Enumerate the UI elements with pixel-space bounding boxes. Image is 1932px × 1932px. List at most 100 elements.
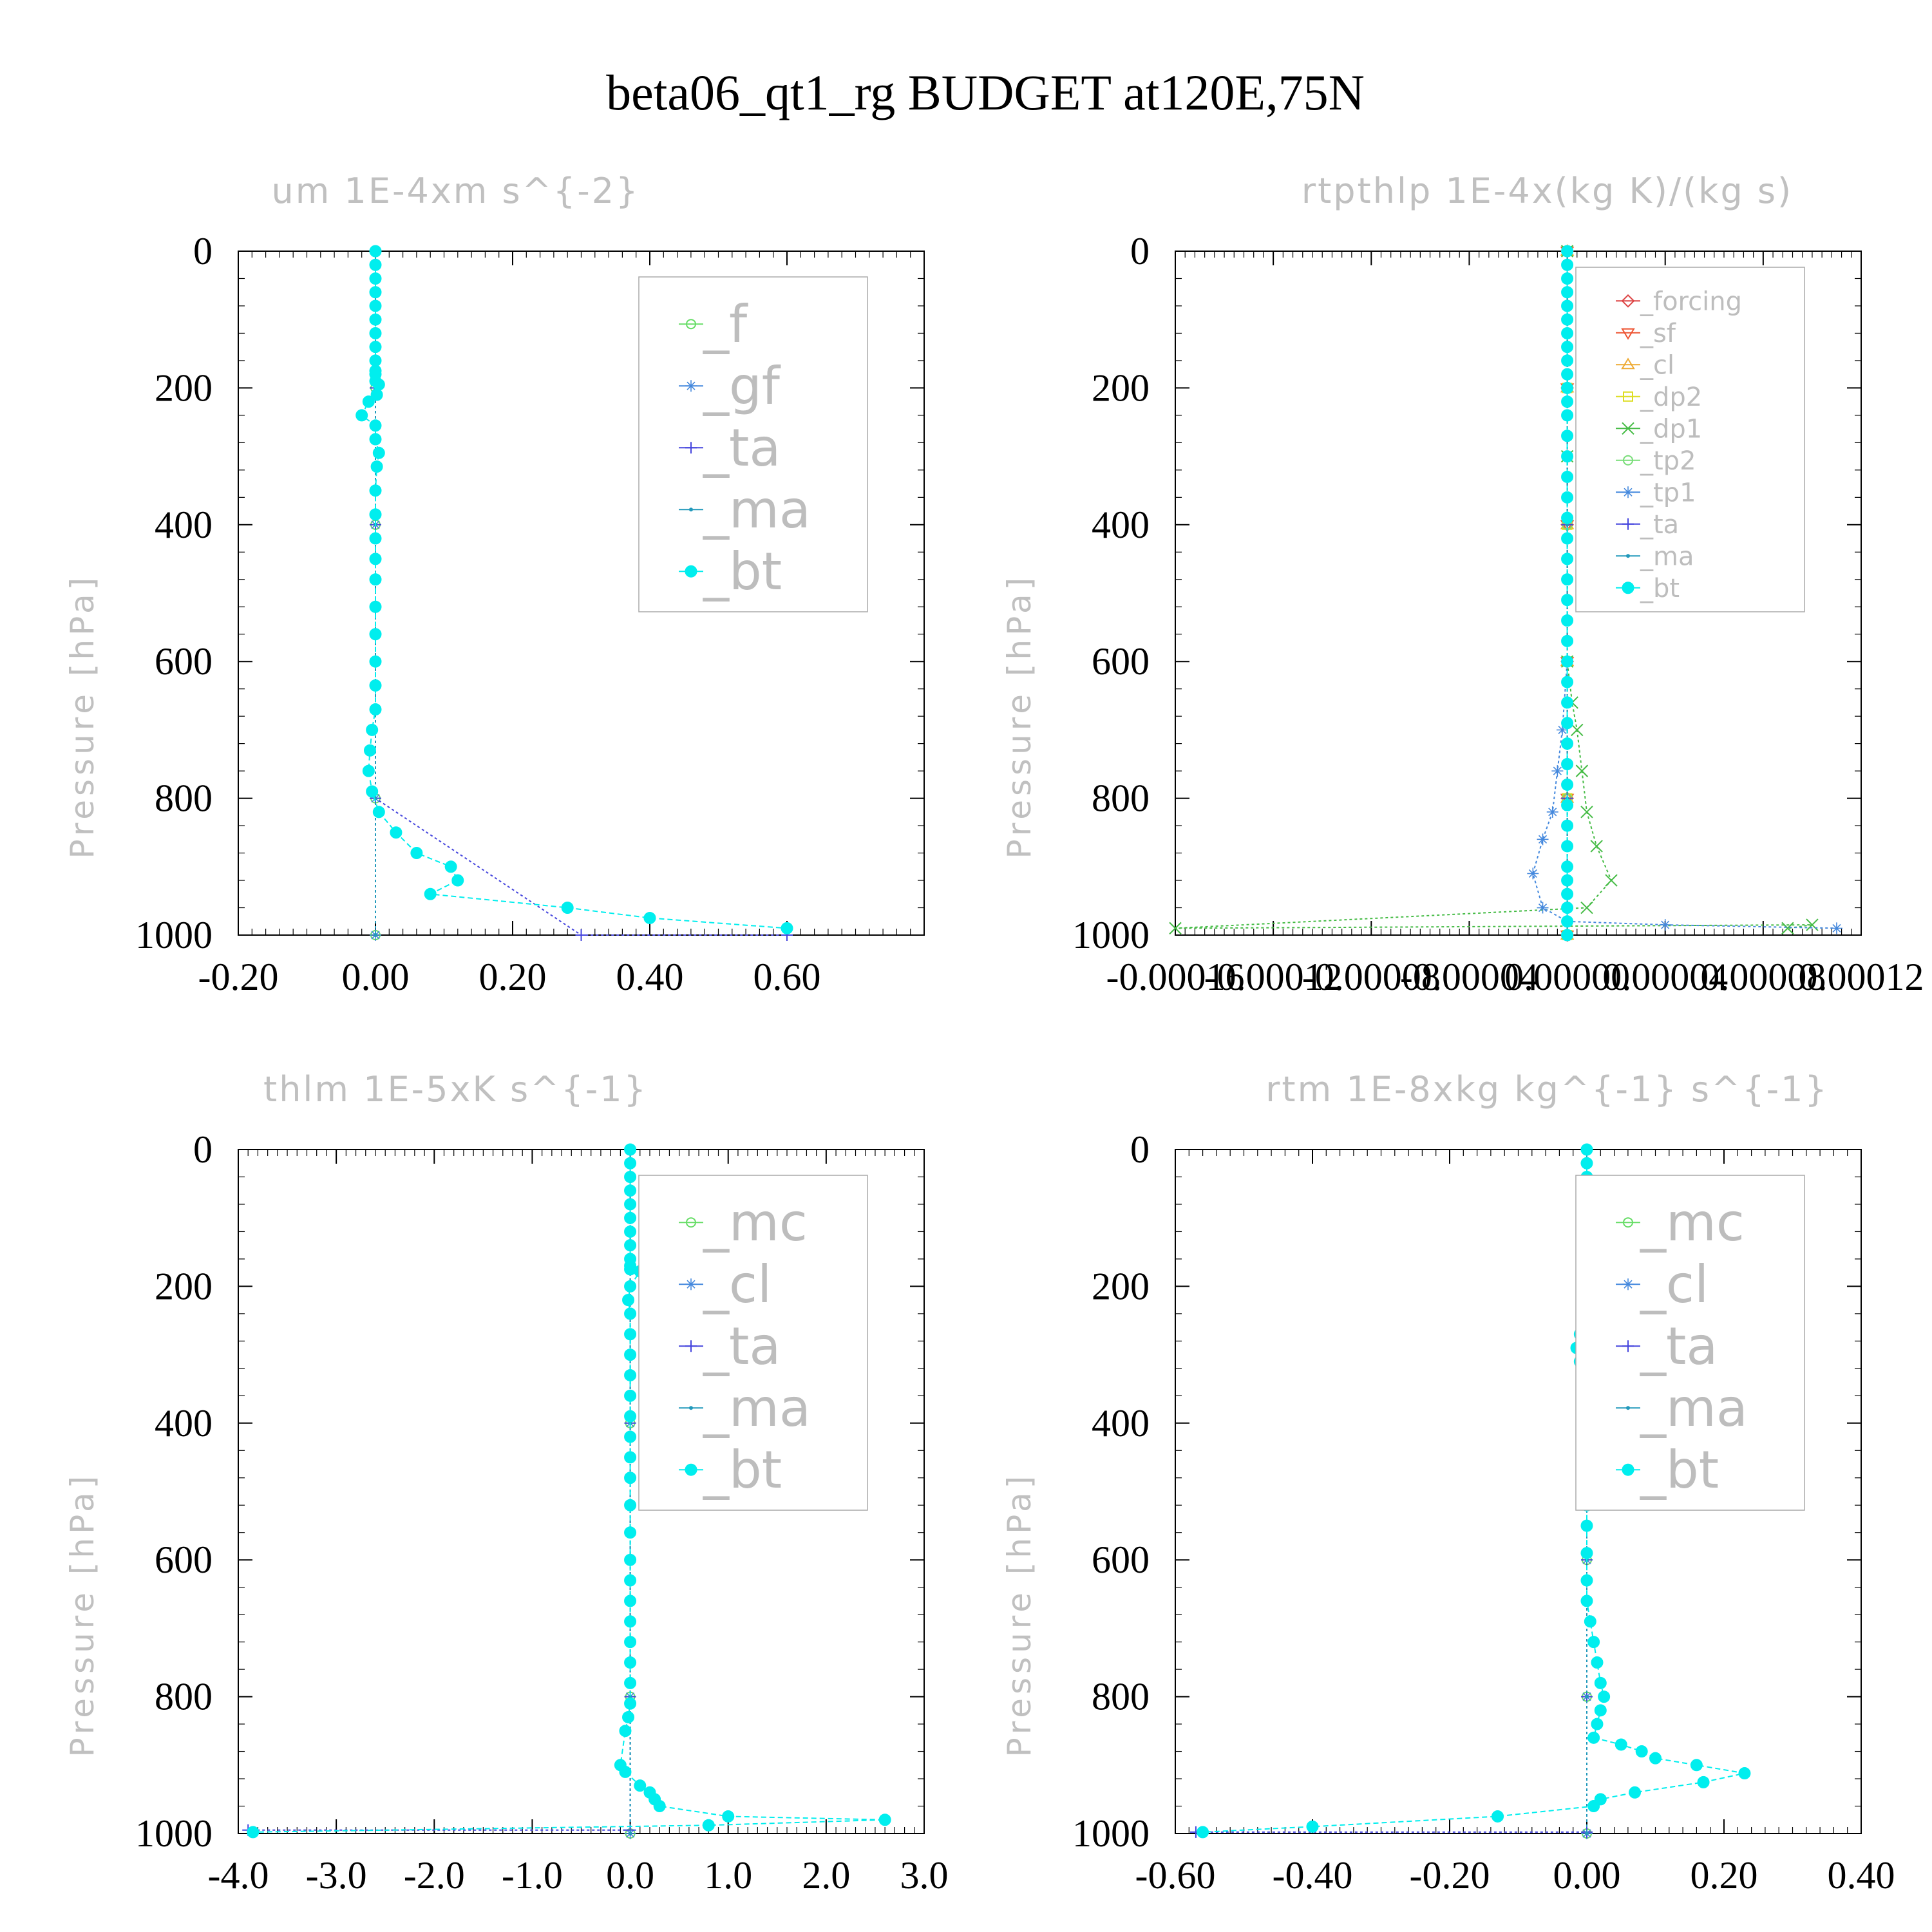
- panel-1: um 1E-4xm s^{-2} Pressure [hPa] -0.20 0.00 0…: [64, 171, 925, 998]
- legend-label: _sf: [1640, 319, 1676, 348]
- legend-label: _ma: [703, 480, 811, 540]
- y-tick-label: 800: [155, 777, 213, 820]
- x-tick-label: -0.00004: [1400, 956, 1539, 998]
- data-point: [1580, 806, 1593, 819]
- data-point: [369, 313, 382, 326]
- x-tick-label: -0.40: [1273, 1854, 1353, 1897]
- data-point: [1561, 778, 1574, 791]
- data-point: [1587, 1636, 1600, 1649]
- x-tick-label: -0.20: [198, 956, 279, 998]
- data-point: [1561, 313, 1574, 326]
- data-point: [878, 1814, 891, 1826]
- panel-title: um 1E-4xm s^{-2}: [272, 171, 640, 211]
- legend-box: [638, 1175, 868, 1511]
- data-point: [370, 388, 383, 401]
- data-point: [1598, 1690, 1611, 1703]
- panel-title: rtm 1E-8xkg kg^{-1} s^{-1}: [1265, 1069, 1829, 1110]
- data-point: [1585, 1694, 1589, 1699]
- data-point: [362, 764, 375, 777]
- data-point: [1580, 1519, 1593, 1532]
- data-point: [624, 1430, 637, 1443]
- data-point: [1561, 929, 1574, 942]
- y-tick-label: 800: [155, 1676, 213, 1718]
- data-point: [362, 395, 375, 408]
- data-point: [1561, 594, 1574, 607]
- data-point: [374, 933, 377, 937]
- legend-box: [1575, 267, 1805, 612]
- data-point: [624, 1526, 637, 1539]
- x-tick-label: 0.60: [753, 956, 821, 998]
- legend-marker: [1622, 1463, 1634, 1476]
- legend: _forcing _sf_cl _dp2_dp1_tp2_tp1 _ta_ma _bt: [1575, 267, 1805, 612]
- data-point: [1561, 491, 1574, 504]
- panel-4: rtm 1E-8xkg kg^{-1} s^{-1} Pressure [hPa]…: [1001, 1069, 1895, 1897]
- data-point: [1561, 614, 1574, 627]
- data-point: [1590, 840, 1603, 853]
- legend-marker: [1622, 422, 1634, 435]
- data-point: [624, 1553, 637, 1566]
- y-tick-label: 600: [1092, 1539, 1150, 1581]
- legend-label: _mc: [703, 1193, 808, 1253]
- data-point: [624, 1211, 637, 1224]
- data-point: [1585, 1832, 1589, 1835]
- data-point: [624, 1656, 637, 1669]
- data-point: [634, 1779, 647, 1792]
- data-point: [1561, 272, 1574, 285]
- data-point: [1584, 1615, 1596, 1628]
- data-point: [1781, 922, 1794, 935]
- x-tick-label: -0.60: [1135, 1854, 1216, 1897]
- data-point: [643, 911, 656, 924]
- data-point: [1561, 676, 1574, 688]
- data-point: [369, 433, 382, 446]
- legend-label: _bt: [1640, 1440, 1719, 1500]
- data-point: [653, 1800, 666, 1813]
- legend-box: [1575, 1175, 1805, 1511]
- data-point: [624, 1676, 637, 1689]
- data-point: [624, 1225, 637, 1238]
- data-point: [1629, 1786, 1642, 1799]
- data-point: [1561, 532, 1574, 545]
- data-point: [369, 245, 382, 258]
- data-point: [1561, 299, 1574, 312]
- data-point: [781, 922, 793, 934]
- data-point: [1649, 1752, 1662, 1765]
- x-tick-label: 2.0: [802, 1854, 850, 1897]
- data-point: [1561, 902, 1574, 914]
- y-tick-label: 0: [1130, 1128, 1150, 1171]
- data-point: [624, 1410, 637, 1423]
- panel-2: rtpthlp 1E-4x(kg K)/(kg s) Pressure [hPa]…: [1001, 171, 1924, 998]
- legend-label: _mc: [1640, 1193, 1745, 1253]
- series-bt: [1561, 245, 1574, 942]
- y-tick-label: 800: [1092, 777, 1150, 820]
- y-tick-label: 600: [155, 1539, 213, 1581]
- data-point: [1605, 874, 1618, 887]
- data-point: [1580, 1574, 1593, 1587]
- data-point: [369, 341, 382, 354]
- data-point: [1561, 819, 1574, 832]
- legend: _f_gf_ta_ma_bt: [638, 276, 868, 612]
- panels: um 1E-4xm s^{-2}Pressure [hPa]-0.20 0.00 0…: [64, 171, 1924, 1897]
- data-point: [1580, 901, 1593, 914]
- data-point: [1546, 806, 1558, 818]
- data-point: [369, 299, 382, 312]
- x-tick-label: 0.00004: [1602, 956, 1728, 998]
- data-point: [363, 744, 376, 757]
- y-tick-label: 200: [1092, 366, 1150, 409]
- series-line: [1202, 1150, 1745, 1833]
- legend-marker: [689, 1406, 693, 1410]
- legend-marker: [1621, 357, 1635, 370]
- data-point: [722, 1810, 735, 1823]
- y-tick-label: 600: [1092, 640, 1150, 683]
- data-point: [575, 929, 587, 941]
- data-point: [369, 327, 382, 339]
- legend-marker: [686, 1217, 696, 1228]
- x-tick-label: -2.0: [404, 1854, 465, 1897]
- panel-3: thlm 1E-5xK s^{-1} Pressure [hPa] -4.0 -3.0…: [64, 1069, 949, 1897]
- legend-label: _ta: [703, 1316, 781, 1376]
- data-point: [1580, 1157, 1593, 1170]
- legend-label: _cl: [1640, 1255, 1709, 1314]
- data-point: [1551, 765, 1564, 777]
- legend-label: _forcing: [1640, 287, 1742, 316]
- data-point: [1561, 327, 1574, 339]
- x-tick-label: -0.00012: [1204, 956, 1343, 998]
